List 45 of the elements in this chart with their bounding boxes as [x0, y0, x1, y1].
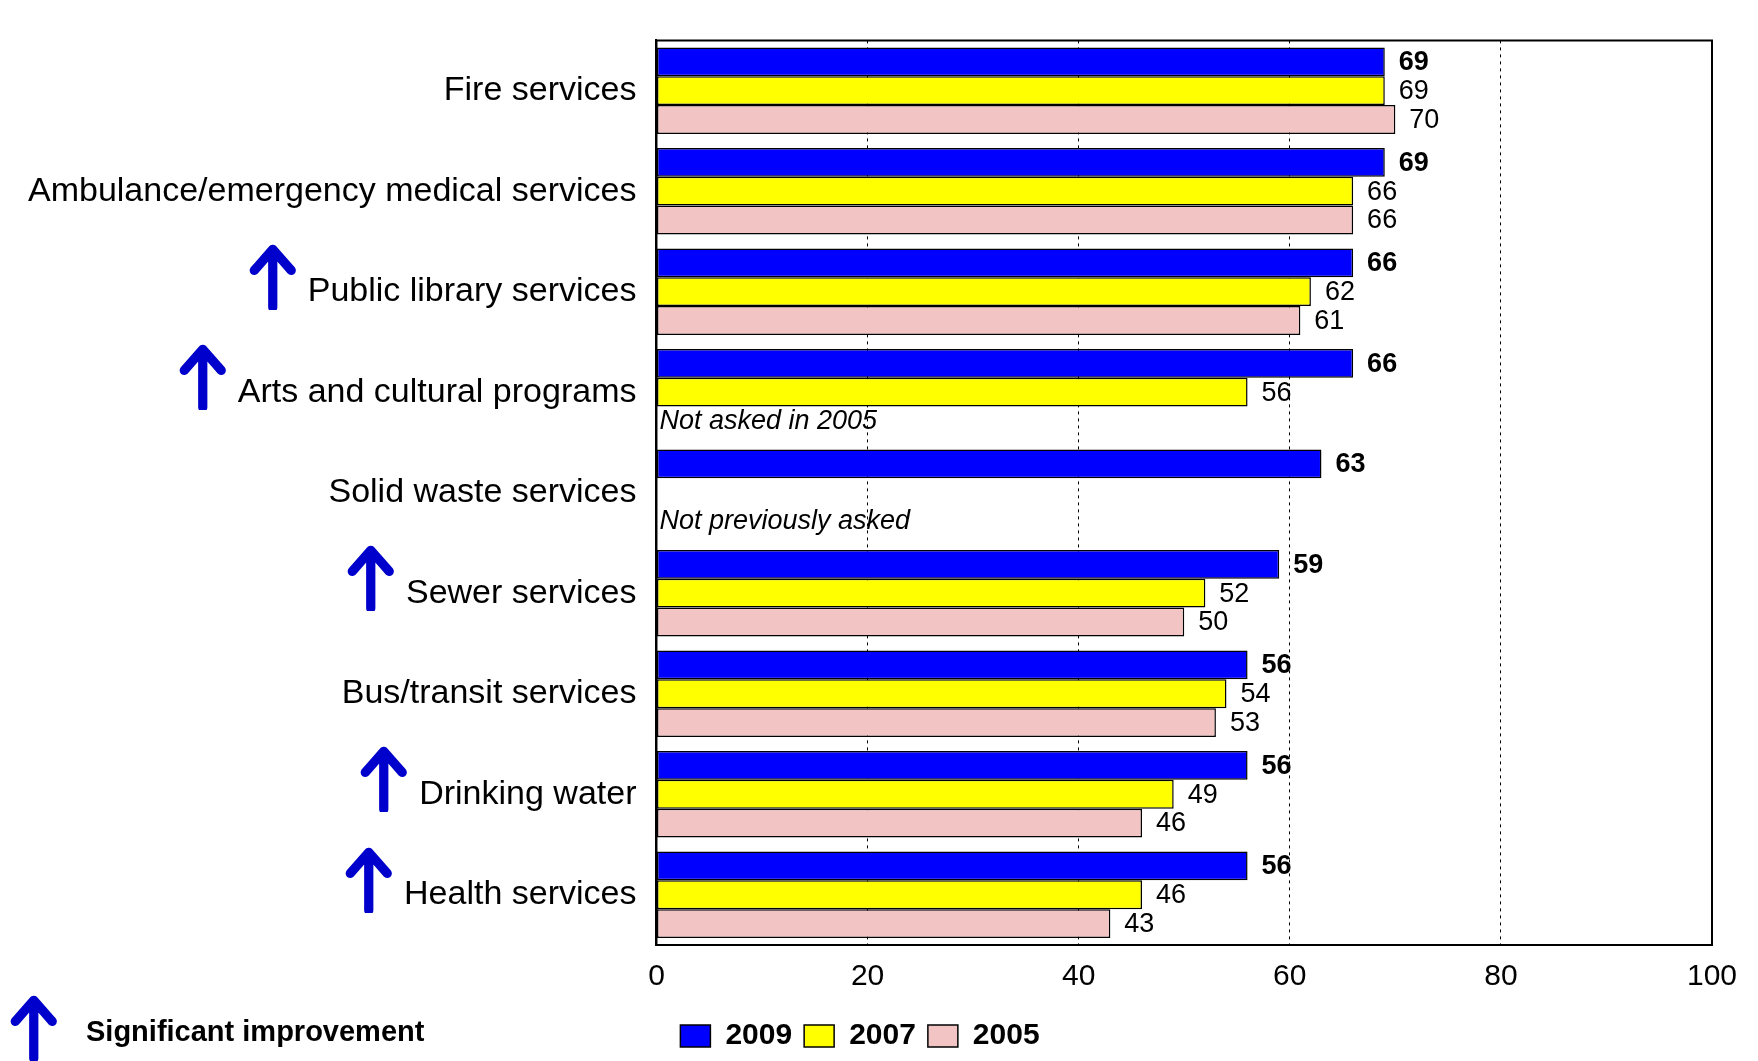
- data-label: 56: [1261, 850, 1292, 881]
- y-tick-label: Fire services: [443, 69, 637, 108]
- legend-label: 2005: [972, 1017, 1040, 1051]
- y-tick-label: Public library services: [307, 270, 637, 309]
- y-tick-label: Arts and cultural programs: [237, 370, 637, 409]
- data-label: 46: [1156, 879, 1187, 910]
- data-label: 46: [1156, 807, 1187, 838]
- data-label: 49: [1187, 778, 1218, 809]
- data-label: 53: [1229, 706, 1260, 737]
- x-tick-label: 60: [1273, 958, 1307, 992]
- data-label: 69: [1398, 75, 1429, 106]
- x-tick-label: 40: [1062, 958, 1096, 992]
- data-label: 54: [1240, 678, 1271, 709]
- data-label: 69: [1398, 46, 1429, 77]
- annotation: Not previously asked: [659, 505, 912, 536]
- data-label: 61: [1314, 304, 1345, 335]
- data-label: 52: [1219, 577, 1250, 608]
- y-tick-label: Ambulance/emergency medical services: [28, 169, 637, 208]
- data-label: 59: [1293, 548, 1324, 579]
- data-label: 43: [1124, 908, 1155, 939]
- legend-label: 2009: [725, 1017, 793, 1051]
- data-label: 69: [1398, 146, 1429, 177]
- x-tick-label: 100: [1686, 958, 1738, 992]
- data-label: 56: [1261, 749, 1292, 780]
- x-tick-label: 80: [1484, 958, 1518, 992]
- data-label: 66: [1367, 247, 1398, 278]
- annotation: Not asked in 2005: [659, 404, 879, 435]
- y-tick-label: Solid waste services: [328, 471, 637, 510]
- y-tick-label: Bus/transit services: [341, 672, 637, 711]
- data-label: 66: [1367, 175, 1398, 206]
- data-label: 62: [1324, 276, 1355, 307]
- y-tick-label: Health services: [404, 873, 637, 912]
- text: Significant improvement: [86, 1015, 425, 1048]
- x-tick-label: 0: [648, 958, 665, 992]
- data-label: 56: [1261, 649, 1292, 680]
- data-label: 50: [1198, 606, 1229, 637]
- legend-label: 2007: [849, 1017, 916, 1051]
- y-tick-label: Sewer services: [405, 571, 637, 610]
- data-label: 66: [1367, 347, 1398, 378]
- data-label: 70: [1409, 103, 1440, 134]
- y-tick-label: Drinking water: [419, 772, 637, 811]
- data-label: 63: [1335, 448, 1366, 479]
- data-label: 56: [1261, 376, 1292, 407]
- x-tick-label: 20: [850, 958, 885, 992]
- data-label: 66: [1367, 204, 1398, 235]
